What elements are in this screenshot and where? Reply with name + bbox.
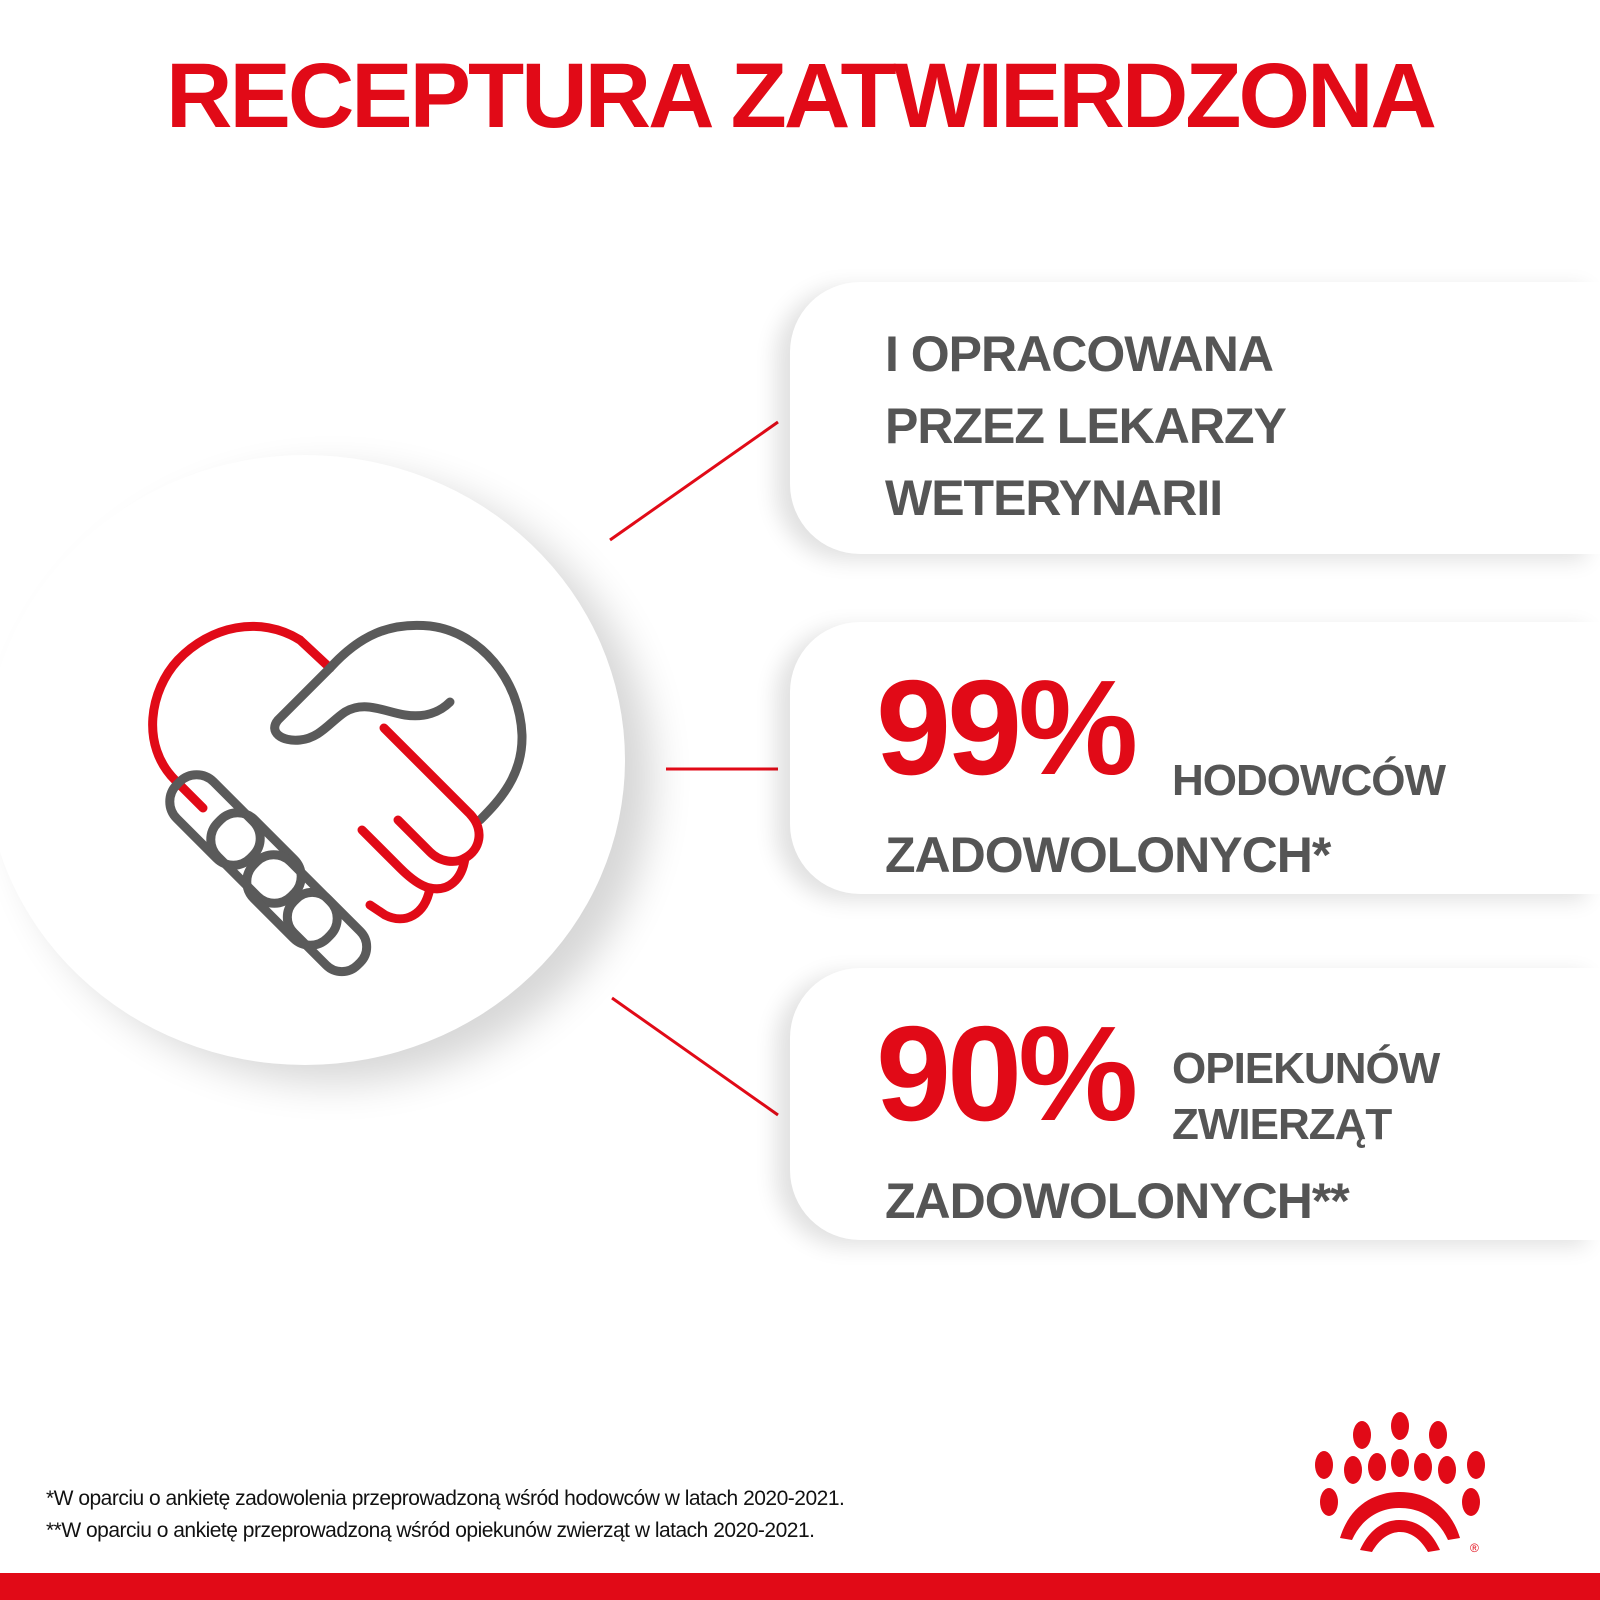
- connector-line-3: [611, 996, 779, 1117]
- footnote-1: *W oparciu o ankietę zadowolenia przepro…: [46, 1487, 845, 1510]
- stat-90-label-3: ZADOWOLONYCH**: [885, 1173, 1350, 1229]
- stat-99-label-2: ZADOWOLONYCH*: [885, 827, 1331, 883]
- connector-line-1: [609, 420, 779, 542]
- handshake-heart-icon: [148, 620, 527, 977]
- stat-90-percent: 90%: [876, 998, 1138, 1149]
- card-vets: [790, 282, 1600, 554]
- stat-90-label-2: ZWIERZĄT: [1172, 1100, 1392, 1149]
- stat-99-percent: 99%: [876, 652, 1138, 803]
- footnote-2: **W oparciu o ankietę przeprowadzoną wśr…: [46, 1519, 815, 1542]
- card-vets-text: I OPRACOWANA PRZEZ LEKARZY WETERYNARII: [885, 326, 1287, 526]
- card-breeders: [790, 622, 1600, 894]
- bottom-red-bar: [0, 1573, 1600, 1600]
- registered-mark: ®: [1470, 1541, 1479, 1555]
- page-title: RECEPTURA ZATWIERDZONA: [166, 45, 1437, 147]
- card-owners: [790, 968, 1600, 1240]
- stat-90-label-1: OPIEKUNÓW: [1172, 1044, 1440, 1093]
- royal-canin-crown-logo: ®: [1315, 1412, 1485, 1555]
- stat-99-label-1: HODOWCÓW: [1172, 756, 1446, 805]
